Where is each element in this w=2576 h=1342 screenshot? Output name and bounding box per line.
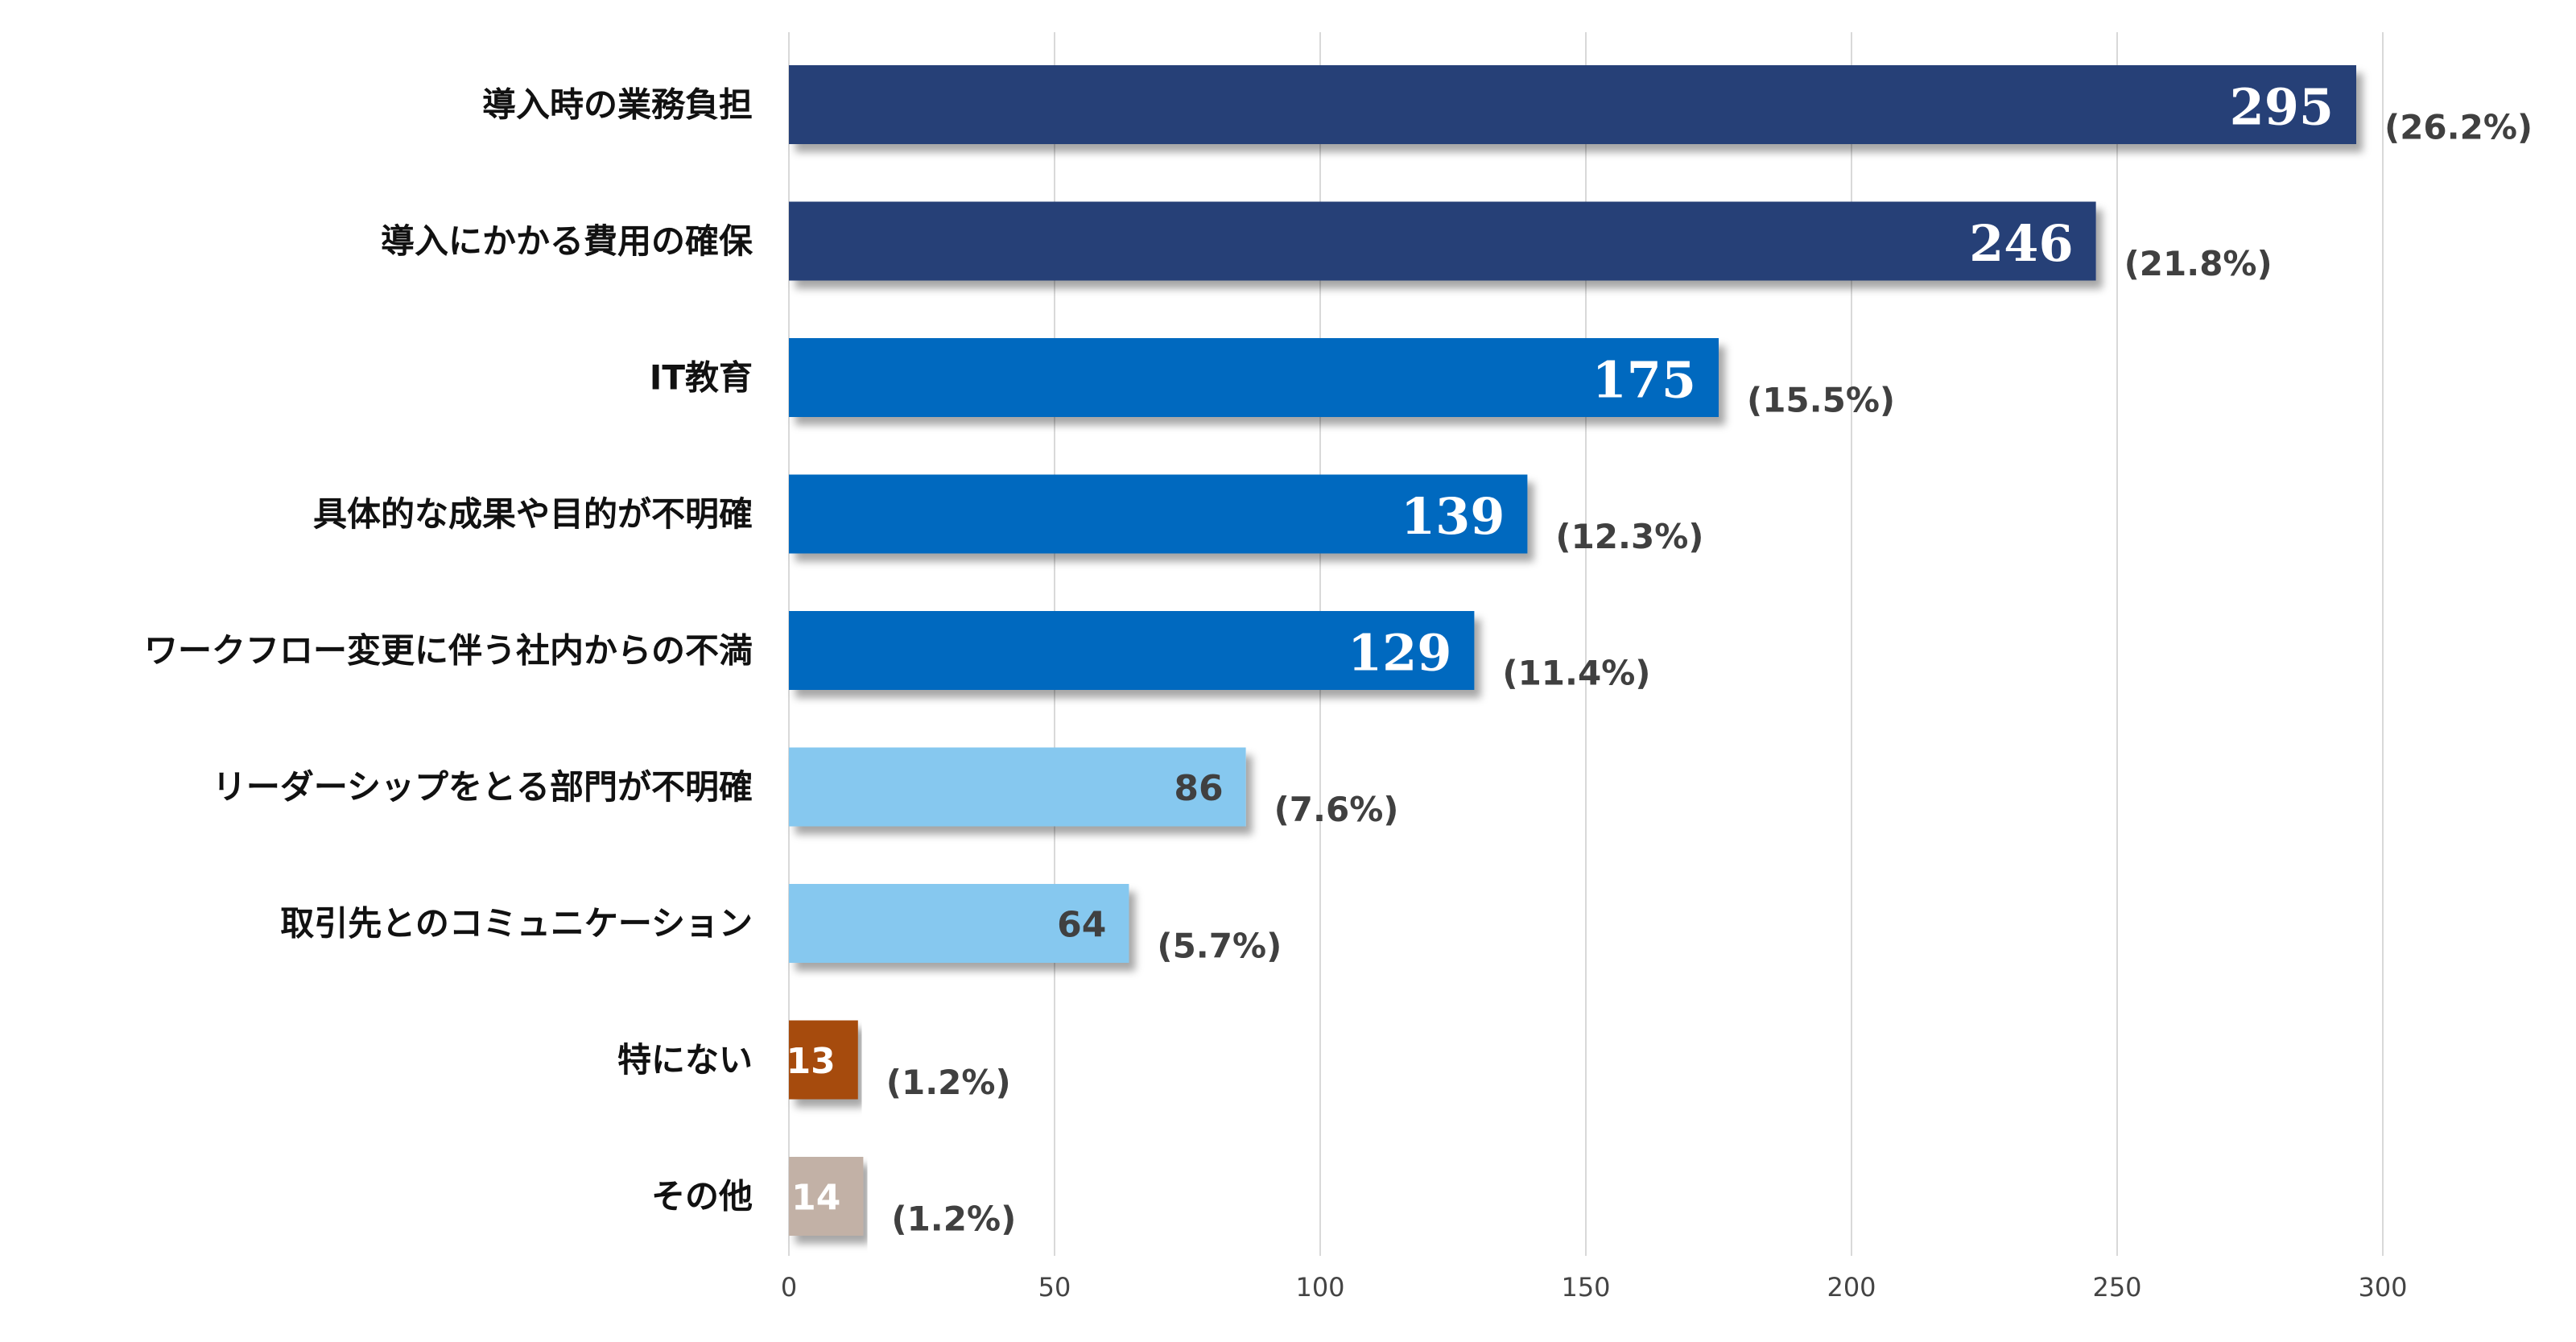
category-label: 取引先とのコミュニケーション (280, 904, 753, 944)
category-label: ワークフロー変更に伴う社内からの不満 (144, 631, 753, 671)
category-label: 具体的な成果や目的が不明確 (313, 494, 753, 534)
bar (789, 1020, 858, 1100)
value-label: 13 (786, 1041, 836, 1082)
bar (789, 338, 1719, 417)
x-tick-label: 0 (781, 1272, 797, 1303)
x-tick-label: 150 (1561, 1272, 1610, 1303)
x-tick-label: 100 (1295, 1272, 1344, 1303)
percent-label: (11.4%) (1502, 654, 1650, 693)
category-label: 特にない (617, 1040, 753, 1080)
value-label: 139 (1401, 487, 1505, 546)
value-label: 175 (1592, 351, 1696, 410)
category-label: その他 (651, 1177, 753, 1216)
x-tick-label: 50 (1038, 1272, 1071, 1303)
category-label: IT教育 (650, 358, 753, 398)
value-label: 246 (1969, 214, 2073, 273)
percent-label: (7.6%) (1274, 790, 1399, 829)
bars (789, 65, 2356, 1236)
bar (789, 201, 2096, 281)
x-tick-label: 300 (2358, 1272, 2407, 1303)
percent-label: (1.2%) (891, 1200, 1016, 1239)
x-tick-label: 250 (2092, 1272, 2141, 1303)
percent-label: (26.2%) (2384, 108, 2533, 147)
bar (789, 474, 1528, 554)
bar (789, 747, 1246, 827)
category-label: 導入時の業務負担 (482, 85, 753, 125)
category-label: リーダーシップをとる部門が不明確 (213, 767, 753, 807)
bar (789, 65, 2356, 144)
percent-label: (12.3%) (1555, 517, 1703, 556)
bar (789, 611, 1475, 690)
percent-label: (5.7%) (1157, 927, 1282, 966)
bar (789, 884, 1129, 963)
percent-label: (1.2%) (886, 1063, 1011, 1102)
category-label: 導入にかかる費用の確保 (381, 221, 753, 261)
value-label: 86 (1174, 768, 1223, 809)
labels: 0 50 100 150 200 250 300 導入時の業務負担 295 (26.2%) 導入にか… (144, 78, 2533, 1303)
value-label: 295 (2230, 78, 2334, 137)
value-label: 64 (1057, 905, 1106, 946)
value-label: 14 (791, 1178, 840, 1219)
value-label: 129 (1348, 624, 1451, 683)
x-tick-label: 200 (1827, 1272, 1876, 1303)
percent-label: (21.8%) (2124, 244, 2273, 283)
bar (789, 1157, 864, 1236)
percent-label: (15.5%) (1747, 381, 1895, 420)
